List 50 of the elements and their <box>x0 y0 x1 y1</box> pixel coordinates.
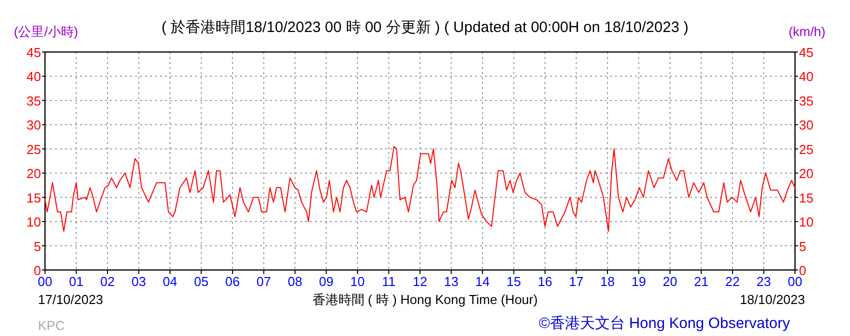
text: 18/10/2023 <box>740 292 805 307</box>
y2-tick-label: 15 <box>799 190 814 206</box>
x-axis-title: 香港時間 ( 時 ) Hong Kong Time (Hour) <box>312 292 538 307</box>
x-tick-label: 10 <box>350 274 365 289</box>
text: KPC <box>38 318 65 333</box>
y2-tick-label: 10 <box>799 214 814 230</box>
x-tick-label: 23 <box>756 274 771 289</box>
x-tick-label: 15 <box>506 274 521 289</box>
x-tick-label: 04 <box>162 274 178 289</box>
x-tick-label: 03 <box>132 274 146 289</box>
y2-tick-label: 35 <box>799 93 814 108</box>
x-tick-label: 22 <box>725 274 740 289</box>
y-tick-label: 40 <box>26 69 41 84</box>
x-tick-label: 21 <box>694 274 708 289</box>
x-tick-label: 05 <box>194 274 208 289</box>
y-tick-label: 30 <box>26 118 41 133</box>
y-tick-label: 5 <box>34 238 41 254</box>
x-tick-label: 16 <box>538 274 552 289</box>
y-tick-label: 35 <box>26 93 41 108</box>
y2-tick-label: 40 <box>799 69 814 84</box>
line-series <box>44 146 796 232</box>
x-tick-label: 14 <box>475 274 490 289</box>
y2-tick-label: 5 <box>799 238 806 254</box>
text: 17/10/2023 <box>38 292 104 307</box>
y-tick-label: 25 <box>26 142 41 157</box>
text: ©香港天文台 Hong Kong Observatory <box>538 315 790 332</box>
x-tick-label: 02 <box>100 274 115 289</box>
y2-tick-label: 25 <box>799 142 814 157</box>
x-tick-label: 06 <box>225 274 240 289</box>
x-tick-label: 13 <box>444 274 458 289</box>
y-axis-title: (公里/小時) <box>14 24 78 39</box>
y2-tick-label: 30 <box>799 118 814 133</box>
y2-tick-label: 45 <box>799 45 814 60</box>
x-tick-label: 18 <box>600 274 615 289</box>
x-tick-label: 07 <box>256 274 271 289</box>
x-tick-label: 12 <box>412 274 428 289</box>
x-tick-label: 11 <box>382 274 396 289</box>
x-tick-label: 19 <box>632 274 646 289</box>
x-tick-label: 20 <box>662 274 678 289</box>
y-tick-label: 20 <box>26 166 41 182</box>
chart-title: ( 於香港時間18/10/2023 00 時 00 分更新 ) ( Updated at 00:00H on 18/10/2023 ) <box>162 19 688 36</box>
x-tick-label: 17 <box>569 274 584 289</box>
y-tick-label: 45 <box>26 45 41 60</box>
y2-axis-title: (km/h) <box>788 24 826 39</box>
y-tick-label: 10 <box>26 214 41 230</box>
x-tick-label: 01 <box>69 274 84 289</box>
x-tick-label: 08 <box>288 274 302 289</box>
x-tick-label: 09 <box>319 274 334 289</box>
y-tick-label: 15 <box>26 190 41 206</box>
y2-tick-label: 20 <box>799 166 814 182</box>
